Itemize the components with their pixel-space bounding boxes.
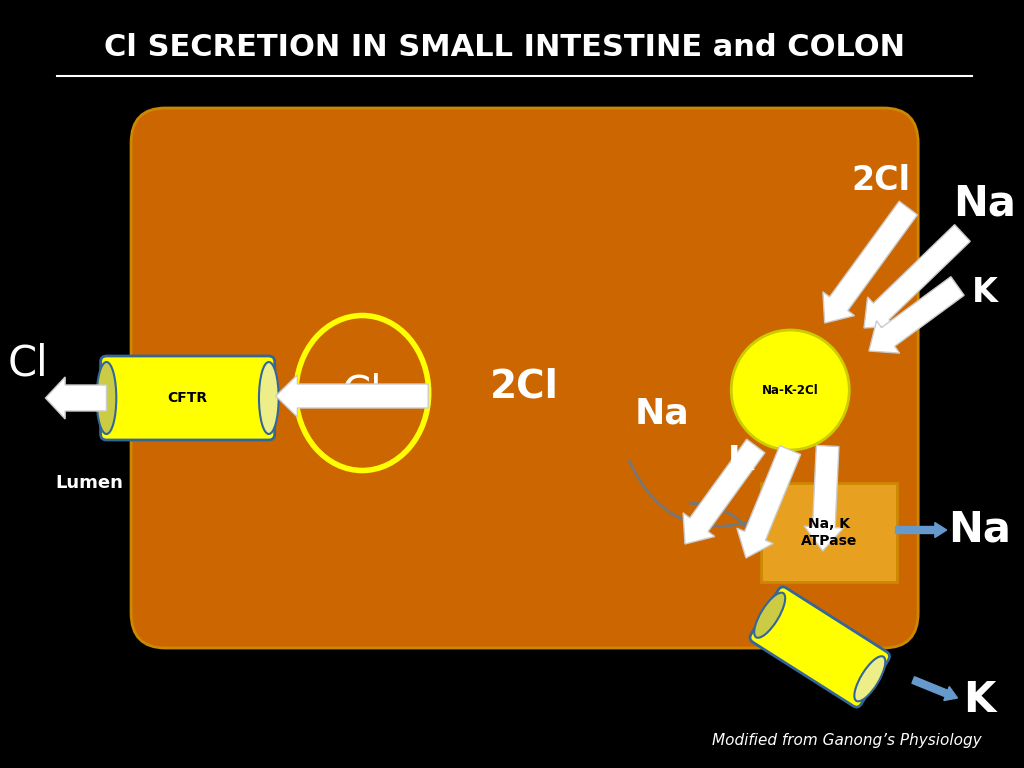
Ellipse shape [755,593,785,637]
Text: K: K [963,679,995,721]
FancyBboxPatch shape [761,483,897,582]
Text: Na: Na [635,396,690,430]
Text: Cl SECRETION IN SMALL INTESTINE and COLON: Cl SECRETION IN SMALL INTESTINE and COLO… [104,34,905,62]
Text: Na, K
ATPase: Na, K ATPase [801,518,857,548]
FancyArrow shape [683,439,765,544]
Ellipse shape [731,330,849,450]
Text: Na: Na [953,182,1017,224]
Text: Cl: Cl [7,342,48,384]
FancyArrow shape [912,677,957,700]
Ellipse shape [296,316,429,471]
Text: Cl: Cl [342,372,383,414]
FancyArrow shape [823,201,918,323]
Text: CFTR: CFTR [168,391,208,405]
Text: K: K [972,276,998,310]
Text: Modified from Ganong’s Physiology: Modified from Ganong’s Physiology [713,733,982,747]
FancyArrow shape [737,445,801,558]
Text: 2Cl: 2Cl [851,164,910,197]
FancyArrow shape [275,375,428,417]
FancyArrow shape [869,276,965,353]
FancyBboxPatch shape [131,108,919,648]
FancyArrow shape [804,445,844,551]
Text: Lumen: Lumen [55,474,124,492]
FancyArrowPatch shape [629,461,757,526]
Text: K: K [728,443,754,476]
FancyArrow shape [896,522,946,538]
Ellipse shape [96,362,117,434]
Ellipse shape [259,362,279,434]
FancyArrowPatch shape [690,503,762,552]
Text: Na: Na [947,509,1011,551]
FancyBboxPatch shape [750,587,890,707]
Ellipse shape [854,656,886,701]
FancyArrow shape [864,225,970,328]
Text: 2Cl: 2Cl [490,367,559,405]
FancyArrow shape [45,377,106,419]
FancyBboxPatch shape [100,356,274,440]
Text: Na-K-2Cl: Na-K-2Cl [762,383,818,396]
